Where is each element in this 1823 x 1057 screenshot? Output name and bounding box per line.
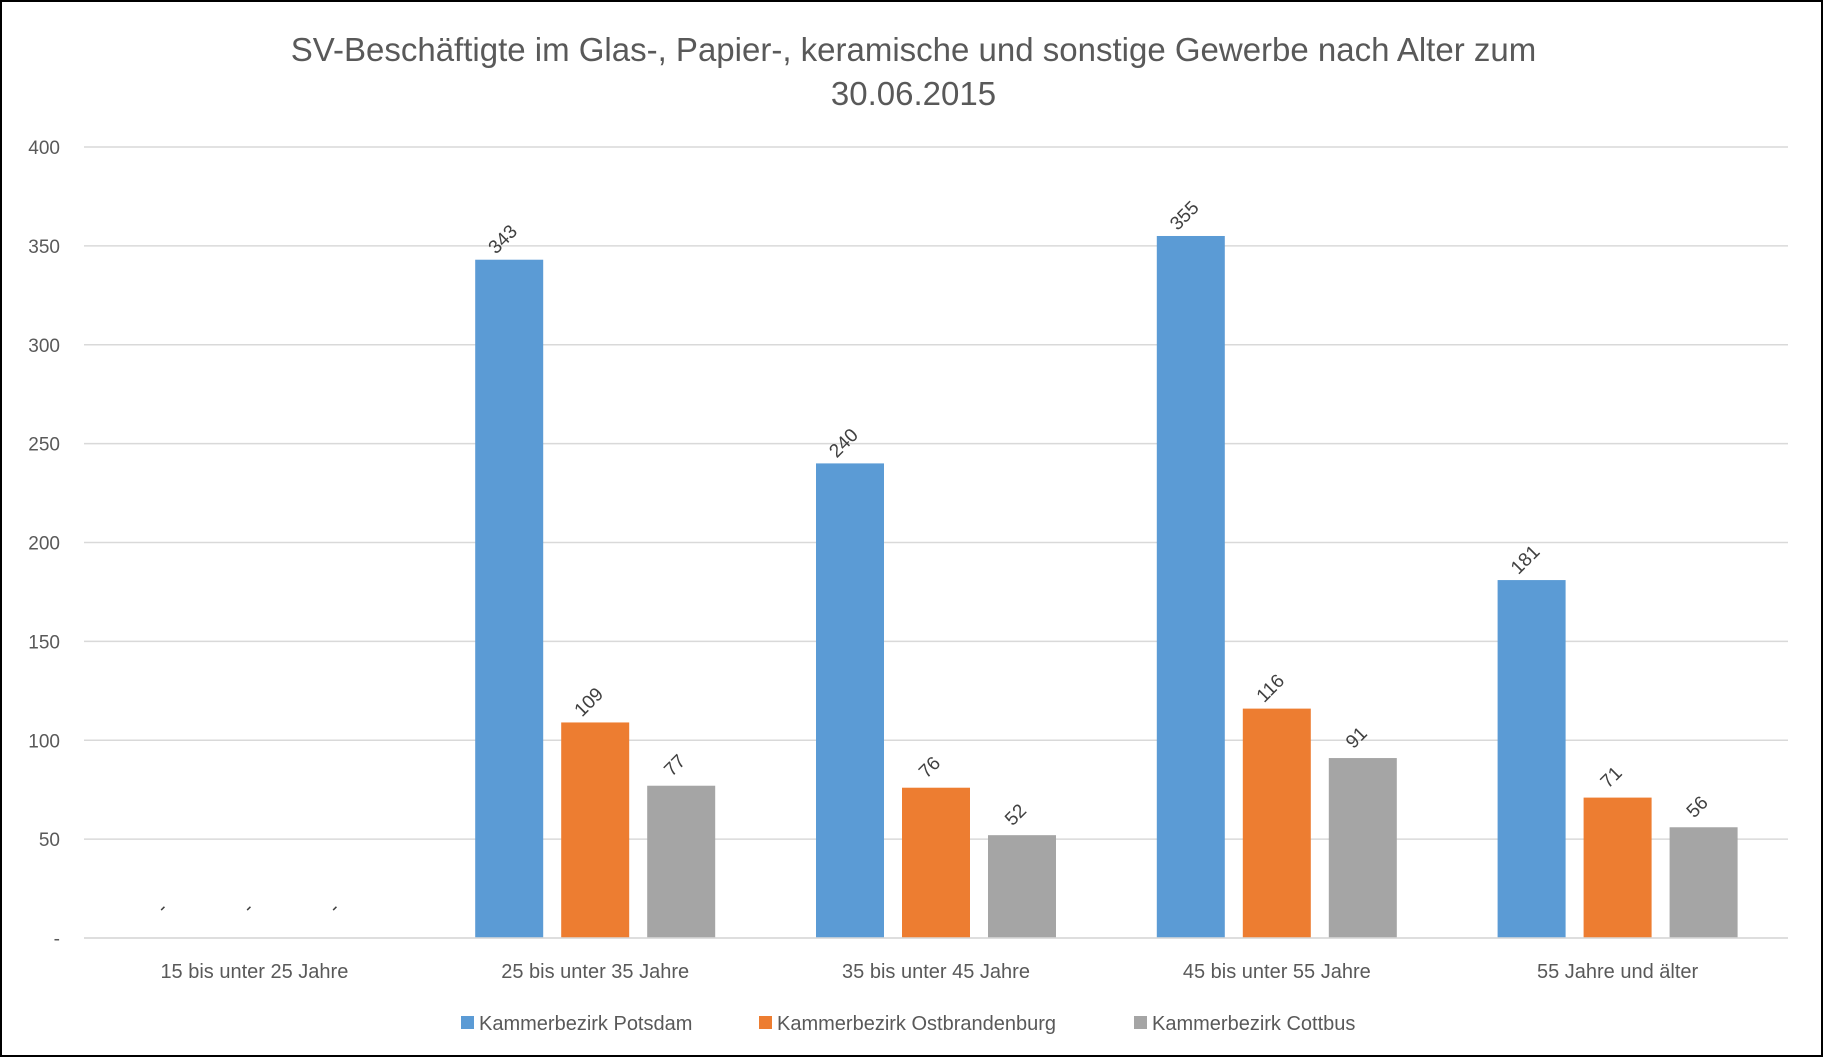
bar	[1156, 235, 1225, 939]
bar	[647, 785, 716, 938]
legend-entry: Kammerbezirk Cottbus	[1152, 1013, 1355, 1035]
y-axis: - 50 100 150 200 250 300 350 400	[28, 138, 60, 950]
chart-title: SV-Beschäftigte im Glas-, Papier-, keram…	[2, 28, 1823, 116]
y-tick-label: 250	[28, 435, 60, 456]
data-label: 355	[1166, 197, 1203, 234]
bar	[902, 787, 970, 938]
y-tick-label: 100	[28, 731, 60, 752]
bar	[816, 463, 884, 938]
chart-title-line-1: SV-Beschäftigte im Glas-, Papier-, keram…	[290, 31, 1537, 68]
bar	[1669, 827, 1738, 938]
data-label: 116	[1253, 671, 1289, 707]
bar	[475, 259, 544, 938]
legend-entry: Kammerbezirk Ostbrandenburg	[777, 1013, 1056, 1035]
bars: - - - 343 109 77 240 76 52 355 116 91 181 71 56	[153, 197, 1738, 939]
legend: Kammerbezirk Potsdam Kammerbezirk Ostbran…	[461, 1013, 1355, 1035]
data-label: 91	[1342, 723, 1372, 753]
x-tick-label: 45 bis unter 55 Jahre	[1183, 961, 1371, 983]
x-tick-label: 25 bis unter 35 Jahre	[501, 961, 689, 983]
bar	[1242, 708, 1311, 938]
legend-swatch	[759, 1016, 772, 1029]
legend-swatch	[1134, 1016, 1147, 1029]
data-label: 76	[915, 753, 945, 783]
bar	[1497, 580, 1566, 938]
data-label: 240	[825, 425, 862, 462]
y-tick-label: -	[54, 929, 60, 950]
data-label: 71	[1597, 763, 1627, 793]
data-label: -	[239, 898, 258, 917]
y-tick-label: 400	[28, 138, 60, 159]
x-tick-label: 55 Jahre und älter	[1537, 961, 1699, 983]
x-tick-label: 15 bis unter 25 Jahre	[160, 961, 348, 983]
chart-title-line-2: 30.06.2015	[830, 75, 997, 112]
bar	[1583, 797, 1652, 938]
y-tick-label: 300	[28, 336, 60, 357]
x-axis: 15 bis unter 25 Jahre 25 bis unter 35 Jah…	[84, 937, 1788, 983]
data-label: -	[325, 898, 344, 917]
y-tick-label: 150	[28, 632, 60, 653]
y-tick-label: 200	[28, 534, 60, 555]
data-label: 343	[485, 221, 522, 258]
data-label: 181	[1507, 542, 1544, 579]
data-label: 77	[660, 751, 690, 781]
y-tick-label: 50	[39, 830, 60, 851]
bar	[561, 722, 630, 938]
bar	[988, 835, 1056, 938]
data-label: 52	[1001, 800, 1031, 830]
data-label: -	[153, 898, 172, 917]
y-tick-label: 350	[28, 237, 60, 258]
data-label: 109	[571, 684, 608, 721]
data-label: 56	[1683, 792, 1713, 822]
legend-swatch	[461, 1016, 474, 1029]
bar	[1328, 758, 1397, 938]
legend-entry: Kammerbezirk Potsdam	[479, 1013, 692, 1035]
x-tick-label: 35 bis unter 45 Jahre	[842, 961, 1030, 983]
